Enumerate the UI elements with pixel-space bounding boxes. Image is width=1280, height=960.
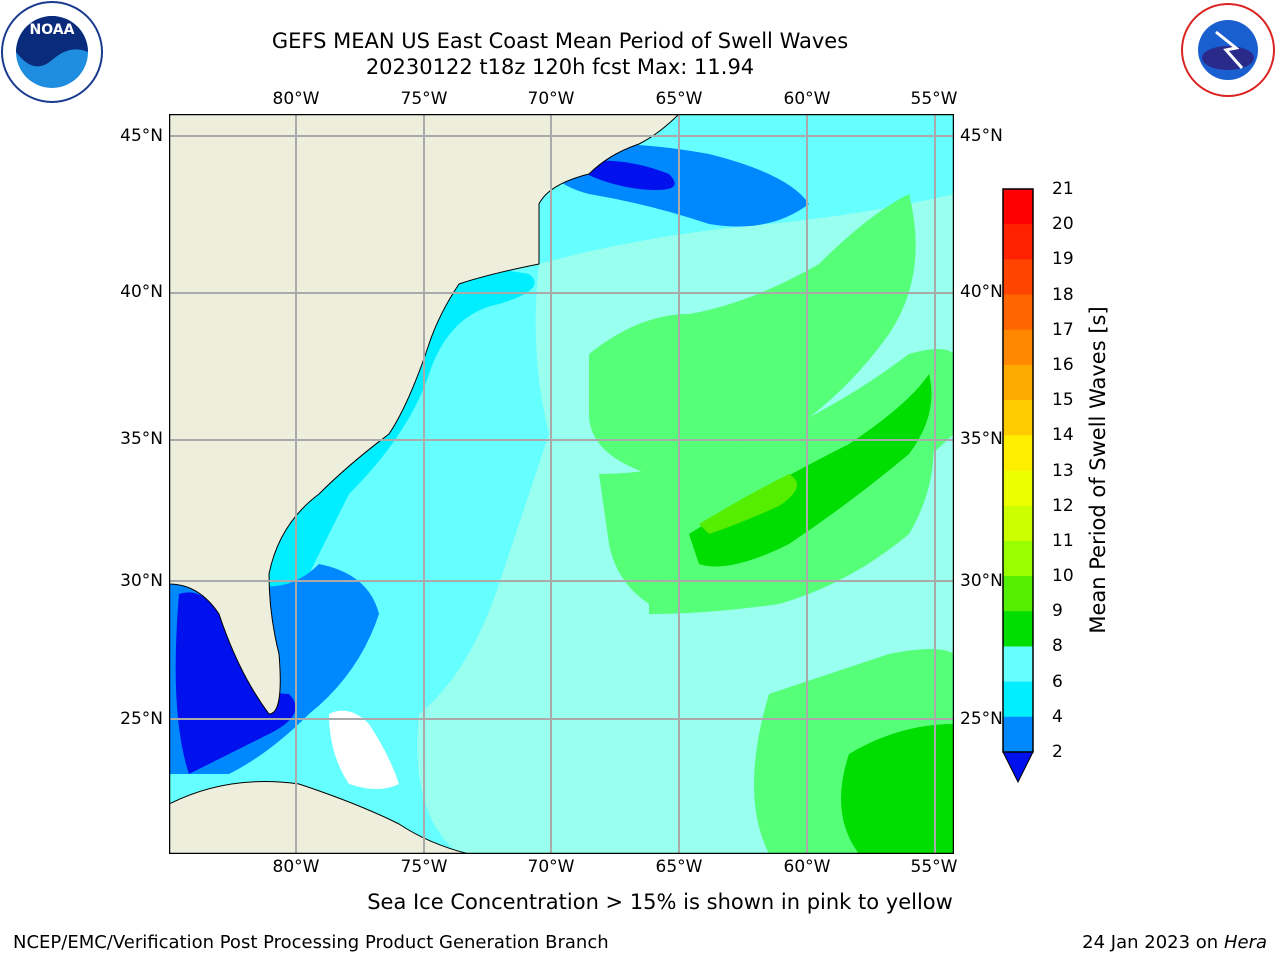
contour-9-10-north xyxy=(589,194,916,474)
colorbar-segment xyxy=(1003,470,1033,507)
contour-11-12 xyxy=(699,474,797,534)
colorbar-tick-label: 10 xyxy=(1052,566,1074,587)
lon-label-bottom-75w: 75°W xyxy=(400,857,448,877)
lon-label-top-75w: 75°W xyxy=(400,89,448,109)
colorbar-segment xyxy=(1003,189,1033,225)
colorbar-segment xyxy=(1003,435,1033,471)
lon-label-top-60w: 60°W xyxy=(783,89,831,109)
lat-label-left-25n: 25°N xyxy=(120,709,163,729)
colorbar-tick-label: 9 xyxy=(1052,601,1063,622)
land-cuba xyxy=(169,781,470,854)
colorbar-segment xyxy=(1003,611,1033,647)
colorbar-tick-label: 12 xyxy=(1052,495,1074,516)
map-subtitle: 20230122 t18z 120h fcst Max: 11.94 xyxy=(365,55,755,79)
sea-ice-caption: Sea Ice Concentration > 15% is shown in … xyxy=(367,890,953,914)
swell-period-map xyxy=(169,114,954,854)
colorbar-tick-label: 6 xyxy=(1052,671,1063,692)
colorbar-segment xyxy=(1003,259,1033,296)
colorbar-tick-label: 18 xyxy=(1052,284,1074,305)
lon-label-top-70w: 70°W xyxy=(527,89,575,109)
colorbar-segment xyxy=(1003,400,1033,436)
colorbar-tick-label: 21 xyxy=(1052,179,1074,199)
map-title: GEFS MEAN US East Coast Mean Period of S… xyxy=(271,29,849,53)
lat-label-left-45n: 45°N xyxy=(120,126,163,146)
colorbar-label: Mean Period of Swell Waves [s] xyxy=(1086,306,1110,634)
lon-label-top-55w: 55°W xyxy=(910,89,958,109)
colorbar-tick-label: 8 xyxy=(1052,636,1063,657)
colorbar-segment xyxy=(1003,294,1033,331)
colorbar xyxy=(1002,188,1034,784)
colorbar-segment xyxy=(1003,329,1033,366)
colorbar-tick-label: 2 xyxy=(1052,742,1063,762)
graticule xyxy=(169,114,954,854)
colorbar-tick-label: 19 xyxy=(1052,249,1074,270)
colorbar-tick-label: 20 xyxy=(1052,214,1074,235)
contour-2-4-gom xyxy=(175,592,296,774)
lon-label-bottom-60w: 60°W xyxy=(783,857,831,877)
colorbar-segment xyxy=(1003,681,1033,718)
lat-label-left-40n: 40°N xyxy=(120,282,163,302)
nws-logo xyxy=(1181,3,1275,97)
footer-date: 24 Jan 2023 on Hera xyxy=(1082,932,1267,953)
colorbar-tick-label: 16 xyxy=(1052,354,1074,375)
colorbar-segment xyxy=(1003,576,1033,612)
lat-label-left-35n: 35°N xyxy=(120,429,163,449)
lat-label-right-25n: 25°N xyxy=(960,709,1003,729)
colorbar-tick-label: 17 xyxy=(1052,319,1074,340)
footer-machine: Hera xyxy=(1223,932,1267,953)
colorbar-segment xyxy=(1003,224,1033,260)
colorbar-tick-label: 11 xyxy=(1052,530,1074,551)
lat-label-right-35n: 35°N xyxy=(960,429,1003,449)
footer-date-text: 24 Jan 2023 on xyxy=(1082,932,1224,953)
contour-se-bright xyxy=(841,724,954,854)
colorbar-segment xyxy=(1003,716,1033,753)
colorbar-segment xyxy=(1003,646,1033,683)
lon-label-top-80w: 80°W xyxy=(272,89,320,109)
colorbar-segment xyxy=(1003,505,1033,542)
lat-label-right-40n: 40°N xyxy=(960,282,1003,302)
colorbar-tick-label: 15 xyxy=(1052,390,1074,411)
noaa-logo: NOAA xyxy=(1,1,103,103)
nodata-bahamas xyxy=(329,710,399,789)
colorbar-segment xyxy=(1003,364,1033,401)
colorbar-tick-label: 4 xyxy=(1052,706,1063,727)
lat-label-right-30n: 30°N xyxy=(960,571,1003,591)
colorbar-tick-label: 14 xyxy=(1052,425,1074,446)
footer-credit: NCEP/EMC/Verification Post Processing Pr… xyxy=(13,932,609,953)
lat-label-left-30n: 30°N xyxy=(120,571,163,591)
colorbar-tick-label: 13 xyxy=(1052,460,1074,481)
lat-label-right-45n: 45°N xyxy=(960,126,1003,146)
lon-label-bottom-55w: 55°W xyxy=(910,857,958,877)
lon-label-bottom-70w: 70°W xyxy=(527,857,575,877)
lon-label-bottom-80w: 80°W xyxy=(272,857,320,877)
noaa-logo-text: NOAA xyxy=(30,22,75,38)
lon-label-bottom-65w: 65°W xyxy=(655,857,703,877)
colorbar-segment xyxy=(1003,540,1033,577)
lon-label-top-65w: 65°W xyxy=(655,89,703,109)
colorbar-extend-arrow xyxy=(1002,751,1034,784)
